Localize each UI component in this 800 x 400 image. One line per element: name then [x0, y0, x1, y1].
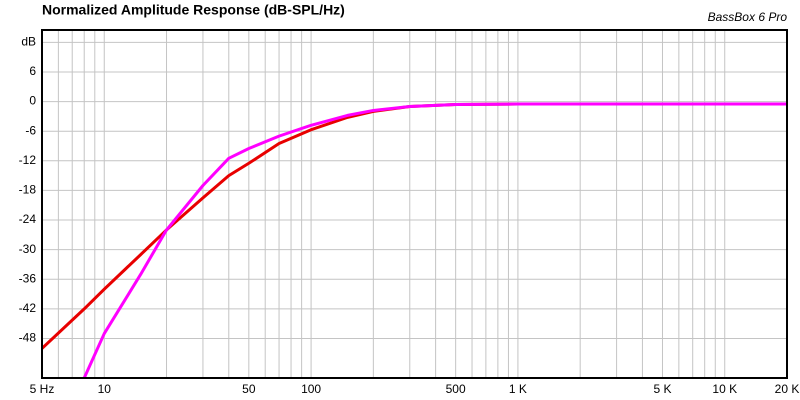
grid — [41, 30, 788, 378]
x-tick-label: 50 — [242, 382, 256, 396]
series-line — [82, 102, 787, 378]
y-tick-label: -12 — [19, 153, 37, 167]
annotation: BassBox 6 Pro — [708, 10, 788, 24]
x-tick-label: 10 K — [712, 382, 737, 396]
y-tick-label: -18 — [19, 183, 37, 197]
y-tick-label: 0 — [29, 94, 36, 108]
y-tick-label: -6 — [25, 123, 36, 137]
x-tick-label: 5 Hz — [30, 382, 55, 396]
y-tick-label: -48 — [19, 331, 37, 345]
y-tick-label: 6 — [29, 64, 36, 78]
plot-frame — [41, 29, 788, 379]
x-tick-label: 10 — [98, 382, 112, 396]
y-tick-label: -42 — [19, 301, 37, 315]
y-tick-label: -30 — [19, 242, 37, 256]
y-tick-label: -24 — [19, 212, 37, 226]
y-tick-label: dB — [21, 35, 36, 49]
x-tick-label: 1 K — [509, 382, 527, 396]
labels: 5 Hz 10 50 100 500 1 K 5 K 10 K 20 K dB 6 0 -6 -12 -18… — [19, 35, 800, 397]
x-tick-label: 5 K — [653, 382, 671, 396]
x-tick-label: 20 K — [775, 382, 800, 396]
y-tick-label: -36 — [19, 271, 37, 285]
x-tick-label: 100 — [301, 382, 321, 396]
chart-title: Normalized Amplitude Response (dB-SPL/Hz… — [42, 2, 345, 18]
marks — [42, 102, 787, 378]
x-tick-label: 500 — [446, 382, 466, 396]
